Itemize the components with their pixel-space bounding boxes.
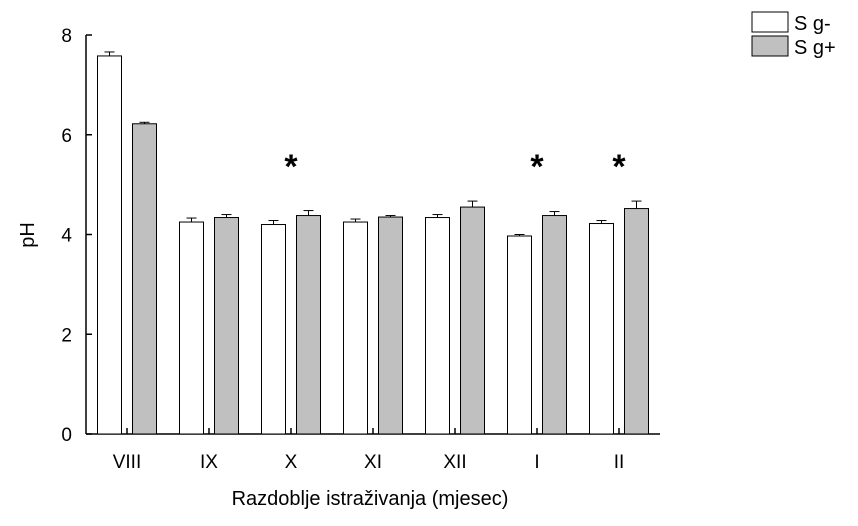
significance-marker: * xyxy=(530,148,544,186)
bar xyxy=(542,215,567,435)
bar xyxy=(425,217,450,435)
bar xyxy=(214,217,239,435)
x-tick-label: IX xyxy=(200,452,218,473)
bar xyxy=(179,221,204,435)
y-tick-label: 6 xyxy=(61,126,72,147)
axes xyxy=(85,34,660,435)
significance-marker: * xyxy=(284,148,298,186)
bar xyxy=(261,224,286,435)
y-tick-label: 8 xyxy=(61,26,72,47)
x-tick-label: I xyxy=(534,452,539,473)
legend-swatch xyxy=(751,35,789,57)
y-tick-label: 4 xyxy=(61,226,72,247)
bar xyxy=(460,206,485,435)
legend-swatch xyxy=(751,11,789,33)
legend: S g-S g+ xyxy=(751,11,836,59)
bar xyxy=(97,55,122,435)
bar xyxy=(589,223,614,435)
x-tick-label: X xyxy=(285,452,298,473)
legend-label: S g- xyxy=(794,13,831,35)
x-tick-label: II xyxy=(614,452,625,473)
legend-label: S g+ xyxy=(794,37,836,59)
x-tick-label: VIII xyxy=(113,452,142,473)
bar xyxy=(378,216,403,435)
x-tick-label: XII xyxy=(443,452,466,473)
x-axis-label: Razdoblje istraživanja (mjesec) xyxy=(232,488,509,510)
y-tick-label: 2 xyxy=(61,325,72,346)
x-tick-label: XI xyxy=(364,452,382,473)
bar xyxy=(343,221,368,435)
bar xyxy=(132,123,157,435)
y-tick-label: 0 xyxy=(61,425,72,446)
bars: * * * xyxy=(97,51,649,435)
significance-marker: * xyxy=(612,148,626,186)
bar xyxy=(507,235,532,435)
y-axis-label: pH xyxy=(17,222,39,248)
bar xyxy=(296,215,321,435)
bar xyxy=(624,208,649,435)
